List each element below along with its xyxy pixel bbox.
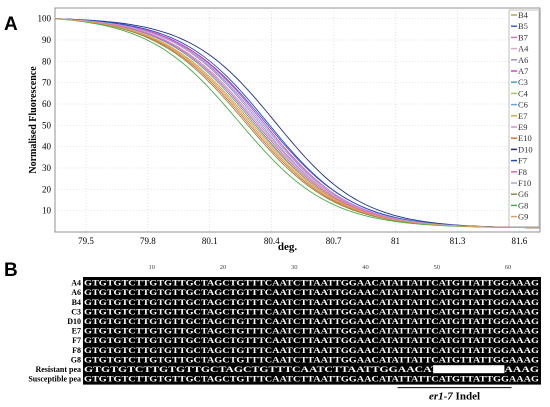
legend-label: B4 [518, 10, 529, 20]
sequence-row: GTGTGTCTTGTGTTGCTAGCTGTTTCAATCTTAATTGGAA… [84, 355, 539, 364]
indel-label-gene: er1-7 [429, 391, 453, 402]
sample-label: G8 [71, 355, 81, 364]
sample-label: A6 [71, 288, 81, 297]
y-tick-label: 20 [42, 184, 52, 194]
x-tick-label: 81 [391, 236, 400, 246]
ruler-label: 50 [433, 264, 440, 271]
legend-label: C4 [518, 88, 529, 98]
x-tick-label: 79.8 [140, 236, 156, 246]
legend-label: F8 [518, 167, 527, 177]
legend-label: F7 [518, 156, 527, 166]
legend-label: B5 [518, 21, 528, 31]
indel-label-suffix: Indel [453, 391, 480, 402]
sample-label: A4 [71, 279, 81, 288]
y-tick-label: 30 [42, 163, 52, 173]
sample-label: C3 [71, 307, 81, 316]
legend-label: E9 [518, 122, 527, 132]
sequence-row: GTGTGTCTTGTGTTGCTAGCTGTTTCAATCTTAATTGGAA… [84, 298, 539, 307]
y-tick-label: 50 [42, 120, 52, 130]
sequence-row: GTGTGTCTTGTGTTGCTAGCTGTTTCAATCTTAATTGGAA… [84, 375, 539, 384]
legend-label: G8 [518, 200, 528, 210]
y-tick-label: 60 [42, 99, 52, 109]
sequence-row: GTGTGTCTTGTGTTGCTAGCTGTTTCAATCTTAATTGGAA… [84, 317, 539, 326]
ruler-label: 10 [148, 264, 155, 271]
x-tick-label: 81.6 [511, 236, 527, 246]
y-tick-label: 10 [42, 206, 52, 216]
panel-a-letter: A [4, 14, 18, 35]
ruler-label: 30 [291, 264, 298, 271]
sample-label: Susceptible pea [28, 375, 81, 384]
y-tick-label: 100 [38, 14, 52, 24]
sequence-row: GTGTGTCTTGTGTTGCTAGCTGTTTCAATCTTAATTGGAA… [84, 307, 539, 316]
deletion-gap [433, 365, 505, 374]
y-tick-label: 90 [42, 35, 52, 45]
legend-label: A6 [518, 55, 528, 65]
plot-area [54, 7, 541, 233]
ruler-label: 20 [220, 264, 227, 271]
sequence-row: GTGTGTCTTGTGTTGCTAGCTGTTTCAATCTTAATTGGAA… [84, 346, 539, 355]
sequence-row: GTGTGTCTTGTGTTGCTAGCTGTTTCAATCTTAATTGGAA… [84, 288, 539, 297]
indel-label: er1-7 Indel [429, 391, 480, 402]
y-tick-labels: 10 20 30 40 50 60 70 80 90 100 [38, 14, 52, 216]
series-lines [54, 18, 541, 229]
alignment-ruler: 10 20 30 40 50 60 [148, 264, 511, 271]
x-axis-label: deg. [278, 241, 298, 253]
legend-label: G9 [518, 212, 528, 222]
y-tick-label: 70 [42, 78, 52, 88]
melt-curve-chart: 79.5 79.8 80.1 80.4 80.7 81 81.3 81.6 10 20 30 40 5… [28, 7, 541, 253]
x-tick-label: 81.3 [450, 236, 466, 246]
x-tick-label: 80.4 [264, 236, 280, 246]
legend-label: G6 [518, 189, 528, 199]
sample-label: Resistant pea [35, 365, 81, 374]
y-axis-label: Normalised Fluorescence [28, 66, 39, 174]
x-tick-labels: 79.5 79.8 80.1 80.4 80.7 81 81.3 81.6 [78, 236, 528, 246]
legend-label: E7 [518, 111, 527, 121]
panel-b-letter: B [4, 260, 18, 281]
legend-label: B7 [518, 32, 528, 42]
legend-label: D10 [518, 144, 533, 154]
x-tick-label: 80.1 [202, 236, 218, 246]
sequence-row: GTGTGTCTTGTGTTGCTAGCTGTTTCAATCTTAATTGGAA… [84, 327, 539, 336]
ruler-label: 40 [362, 264, 369, 271]
sample-label: F7 [72, 336, 81, 345]
legend-label: E10 [518, 133, 532, 143]
ruler-label: 60 [505, 264, 512, 271]
sequence-row: GTGTGTCTTGTGTTGCTAGCTGTTTCAATCTTAATTGGAA… [84, 365, 539, 374]
x-tick-label: 79.5 [78, 236, 94, 246]
sample-label: B4 [72, 298, 81, 307]
legend-label: A7 [518, 66, 528, 76]
legend-label: A4 [518, 44, 529, 54]
sample-label: D10 [67, 317, 81, 326]
y-tick-label: 80 [42, 56, 52, 66]
x-tick-label: 80.7 [326, 236, 342, 246]
sequence-alignment: 10 20 30 40 50 60 A4A6B4C3D10E7F7F8G8Resistan… [28, 264, 541, 403]
sequence-rows: GTGTGTCTTGTGTTGCTAGCTGTTTCAATCTTAATTGGAA… [83, 277, 541, 385]
sequence-row: GTGTGTCTTGTGTTGCTAGCTGTTTCAATCTTAATTGGAA… [84, 279, 539, 288]
sequence-row: GTGTGTCTTGTGTTGCTAGCTGTTTCAATCTTAATTGGAA… [84, 336, 539, 345]
y-tick-label: 40 [42, 142, 52, 152]
sample-label: F8 [72, 346, 81, 355]
legend [508, 9, 540, 228]
sample-label: E7 [72, 327, 81, 336]
legend-label: C3 [518, 77, 528, 87]
legend-label: F10 [518, 178, 531, 188]
legend-label: C6 [518, 100, 528, 110]
series-line-g9 [54, 18, 541, 229]
